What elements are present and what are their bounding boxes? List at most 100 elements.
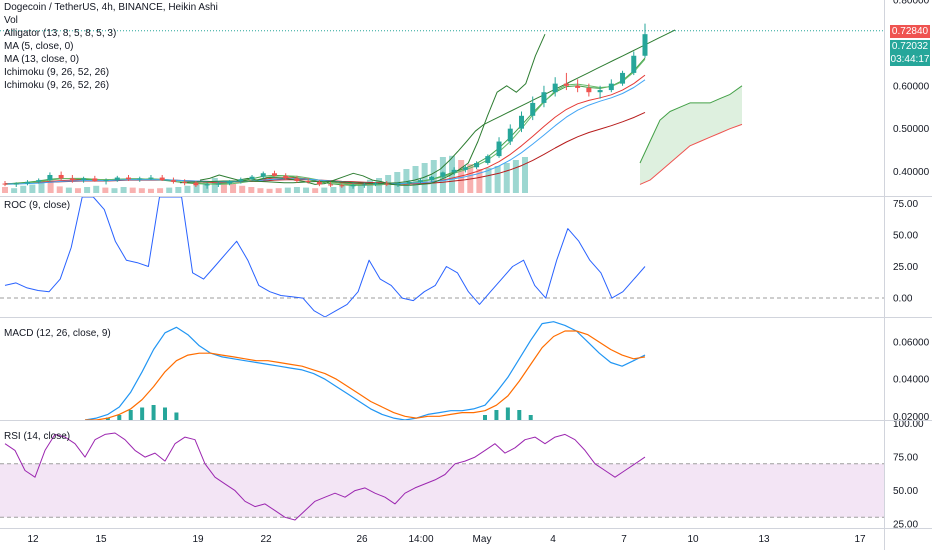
macd-legend[interactable]: MACD (12, 26, close, 9) — [4, 328, 111, 339]
volume-bar — [175, 187, 182, 193]
candle-body — [395, 183, 401, 185]
candle-body — [294, 178, 300, 181]
legend-ichimoku-1[interactable]: Ichimoku (9, 26, 52, 26) — [4, 67, 110, 78]
candle-body — [597, 90, 603, 93]
candle-body — [350, 185, 356, 187]
candle-body — [417, 180, 423, 182]
volume-bar — [239, 185, 246, 193]
candle-body — [575, 85, 581, 88]
candle-body — [642, 34, 648, 56]
roc-axis-tick-label: 50.00 — [893, 230, 918, 241]
legend-ma5[interactable]: MA (5, close, 0) — [4, 41, 74, 52]
candle-body — [24, 181, 30, 184]
candle-body — [271, 173, 277, 176]
volume-bar — [257, 188, 264, 193]
volume-bar — [65, 187, 72, 193]
time-axis-label: 13 — [758, 534, 770, 545]
volume-bar — [157, 188, 164, 193]
ichimoku-span-a — [639, 85, 743, 164]
time-axis-label: 4 — [550, 534, 556, 545]
volume-bar — [403, 169, 410, 193]
macd-histogram-bar — [163, 407, 167, 420]
countdown-tag: 03:44:17 — [890, 53, 930, 66]
legend-ma13[interactable]: MA (13, close, 0) — [4, 54, 80, 65]
candle-body — [552, 83, 558, 93]
candle-body — [328, 184, 334, 186]
candle-body — [451, 169, 457, 173]
volume-bar — [166, 187, 173, 193]
volume-bar — [339, 185, 346, 193]
symbol-title[interactable]: Dogecoin / TetherUS, 4h, BINANCE, Heikin… — [4, 2, 218, 13]
roc-axis-tick-label: 25.00 — [893, 262, 918, 273]
volume-bar — [111, 188, 118, 193]
rsi-legend[interactable]: RSI (14, close) — [4, 431, 71, 442]
macd-histogram-bar — [151, 405, 156, 420]
volume-bar — [476, 169, 483, 193]
candle-body — [215, 183, 221, 185]
volume-bar — [430, 160, 437, 193]
candle-body — [361, 184, 367, 186]
rsi-line — [4, 432, 646, 521]
candle-body — [36, 180, 42, 182]
volume-bar — [129, 187, 136, 193]
rsi-axis-tick-label: 75.00 — [893, 453, 918, 464]
volume-bar — [376, 178, 383, 193]
volume-bar — [348, 184, 355, 193]
volume-bar — [2, 187, 8, 193]
volume-bar — [230, 184, 237, 193]
rsi-pane[interactable]: 100.00 75.00 50.00 25.00 — [0, 419, 924, 530]
candle-body — [339, 185, 345, 187]
macd-pane[interactable]: 0.06000 0.04000 0.02000 — [84, 321, 930, 423]
candle-body — [563, 83, 569, 86]
macd-axis-tick-label: 0.04000 — [893, 375, 930, 386]
time-axis-label: 26 — [356, 534, 368, 545]
main-legend: Dogecoin / TetherUS, 4h, BINANCE, Heikin… — [4, 1, 218, 92]
time-axis-label: 15 — [95, 534, 107, 545]
volume-bar — [29, 184, 36, 193]
candle-body — [238, 179, 244, 181]
candle-body — [137, 178, 143, 180]
candle-body — [47, 174, 53, 181]
candle-body — [406, 181, 412, 184]
candle-body — [507, 128, 513, 142]
volume-bar — [193, 184, 200, 193]
candle-body — [81, 178, 87, 181]
volume-bar — [485, 167, 492, 193]
volume-bar — [102, 187, 109, 193]
ichimoku-base-line — [179, 29, 676, 185]
volume-bar — [202, 182, 209, 193]
volume-bar — [38, 179, 45, 193]
ichimoku-lagging-line — [199, 33, 546, 186]
roc-legend[interactable]: ROC (9, close) — [4, 200, 71, 211]
volume-bar — [184, 185, 191, 193]
candle-body — [474, 162, 480, 168]
signal-line — [85, 330, 646, 421]
time-axis-label: May — [473, 534, 492, 545]
rsi-axis-tick-label: 50.00 — [893, 486, 918, 497]
time-axis[interactable]: 12 15 19 22 26 14:00 May 4 7 10 13 17 — [27, 534, 866, 545]
candle-body — [103, 180, 109, 182]
candle-body — [92, 178, 98, 181]
roc-axis-tick-label: 0.00 — [893, 294, 913, 305]
volume-bar — [503, 163, 510, 193]
legend-ichimoku-2[interactable]: Ichimoku (9, 26, 52, 26) — [4, 80, 110, 91]
legend-volume[interactable]: Vol — [4, 15, 18, 26]
volume-bar — [20, 185, 27, 193]
volume-bar — [47, 182, 54, 193]
candle-body — [170, 180, 176, 182]
rsi-axis-tick-label: 100.00 — [893, 419, 924, 430]
price-pane[interactable]: 0.80000 0.60000 0.50000 0.40000 — [0, 0, 930, 193]
volume-bar — [330, 187, 337, 193]
volume-bar — [84, 187, 91, 193]
price-axis-tick-label: 0.50000 — [893, 124, 930, 135]
macd-histogram-bar — [517, 410, 522, 420]
legend-alligator[interactable]: Alligator (13, 8, 5, 8, 5, 3) — [4, 28, 117, 39]
volume-bar — [11, 188, 18, 193]
macd-histogram-bar — [128, 410, 133, 420]
price-axis-tick-label: 0.60000 — [893, 81, 930, 92]
macd-histogram-bar — [483, 415, 487, 420]
roc-axis-tick-label: 75.00 — [893, 199, 918, 210]
